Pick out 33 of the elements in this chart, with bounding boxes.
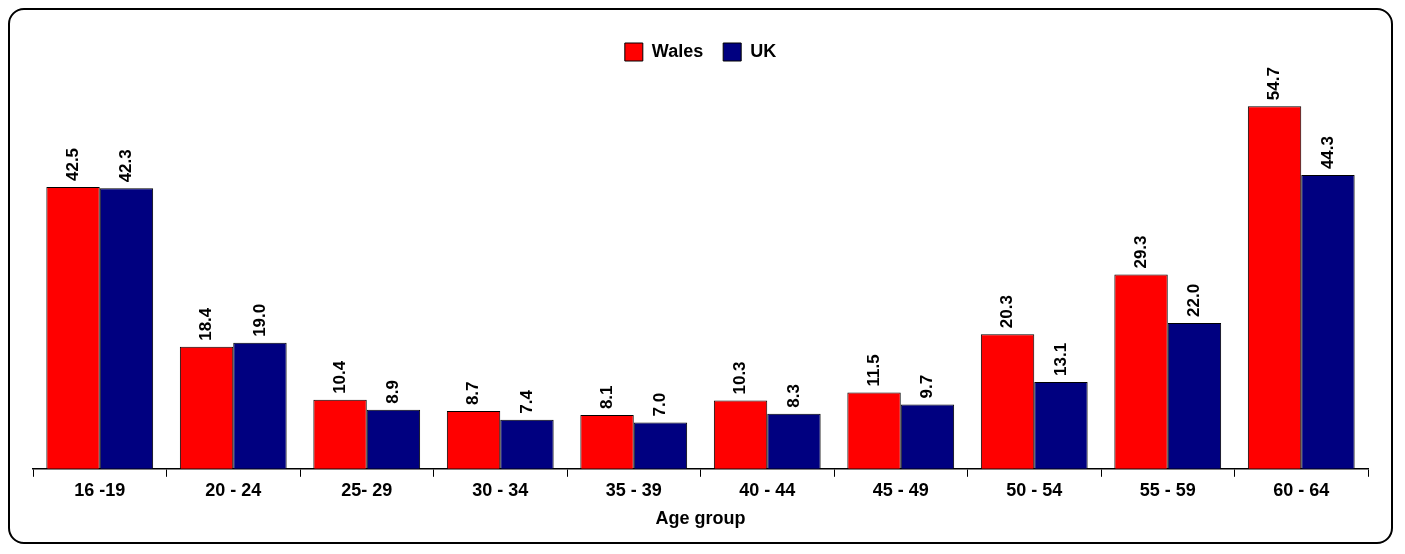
data-label: 10.4 xyxy=(329,360,349,394)
data-label: 54.7 xyxy=(1264,67,1284,101)
data-label: 18.4 xyxy=(196,307,216,341)
x-tick-label: 35 - 39 xyxy=(605,479,662,500)
data-label: 19.0 xyxy=(249,303,269,337)
x-tick-label: 25- 29 xyxy=(341,479,393,500)
legend-label: Wales xyxy=(651,40,704,61)
data-label: 7.4 xyxy=(516,389,536,414)
data-label: 7.0 xyxy=(650,392,670,417)
x-axis-title: Age group xyxy=(655,508,746,529)
data-label: 8.9 xyxy=(383,380,403,404)
x-tick-label: 30 - 34 xyxy=(472,479,529,500)
data-label: 13.1 xyxy=(1050,342,1070,376)
data-label: 29.3 xyxy=(1130,235,1150,269)
x-tick-label: 45 - 49 xyxy=(872,479,929,500)
data-label: 42.3 xyxy=(116,149,136,183)
data-label: 44.3 xyxy=(1317,136,1337,170)
data-label: 11.5 xyxy=(863,354,883,387)
data-label: 8.3 xyxy=(783,384,803,408)
x-tick-label: 50 - 54 xyxy=(1006,479,1063,500)
legend-label: UK xyxy=(750,40,777,61)
x-tick-label: 55 - 59 xyxy=(1139,479,1196,500)
data-label: 9.7 xyxy=(917,374,937,399)
data-label: 22.0 xyxy=(1184,283,1204,317)
x-tick-label: 60 - 64 xyxy=(1273,479,1330,500)
x-tick-label: 20 - 24 xyxy=(205,479,262,500)
x-tick-label: 40 - 44 xyxy=(739,479,796,500)
data-label: 8.7 xyxy=(463,381,483,406)
data-label: 8.1 xyxy=(596,385,616,410)
data-label: 10.3 xyxy=(730,361,750,395)
data-label: 20.3 xyxy=(997,295,1017,329)
x-tick-label: 16 -19 xyxy=(74,479,126,500)
data-label: 42.5 xyxy=(62,147,82,182)
